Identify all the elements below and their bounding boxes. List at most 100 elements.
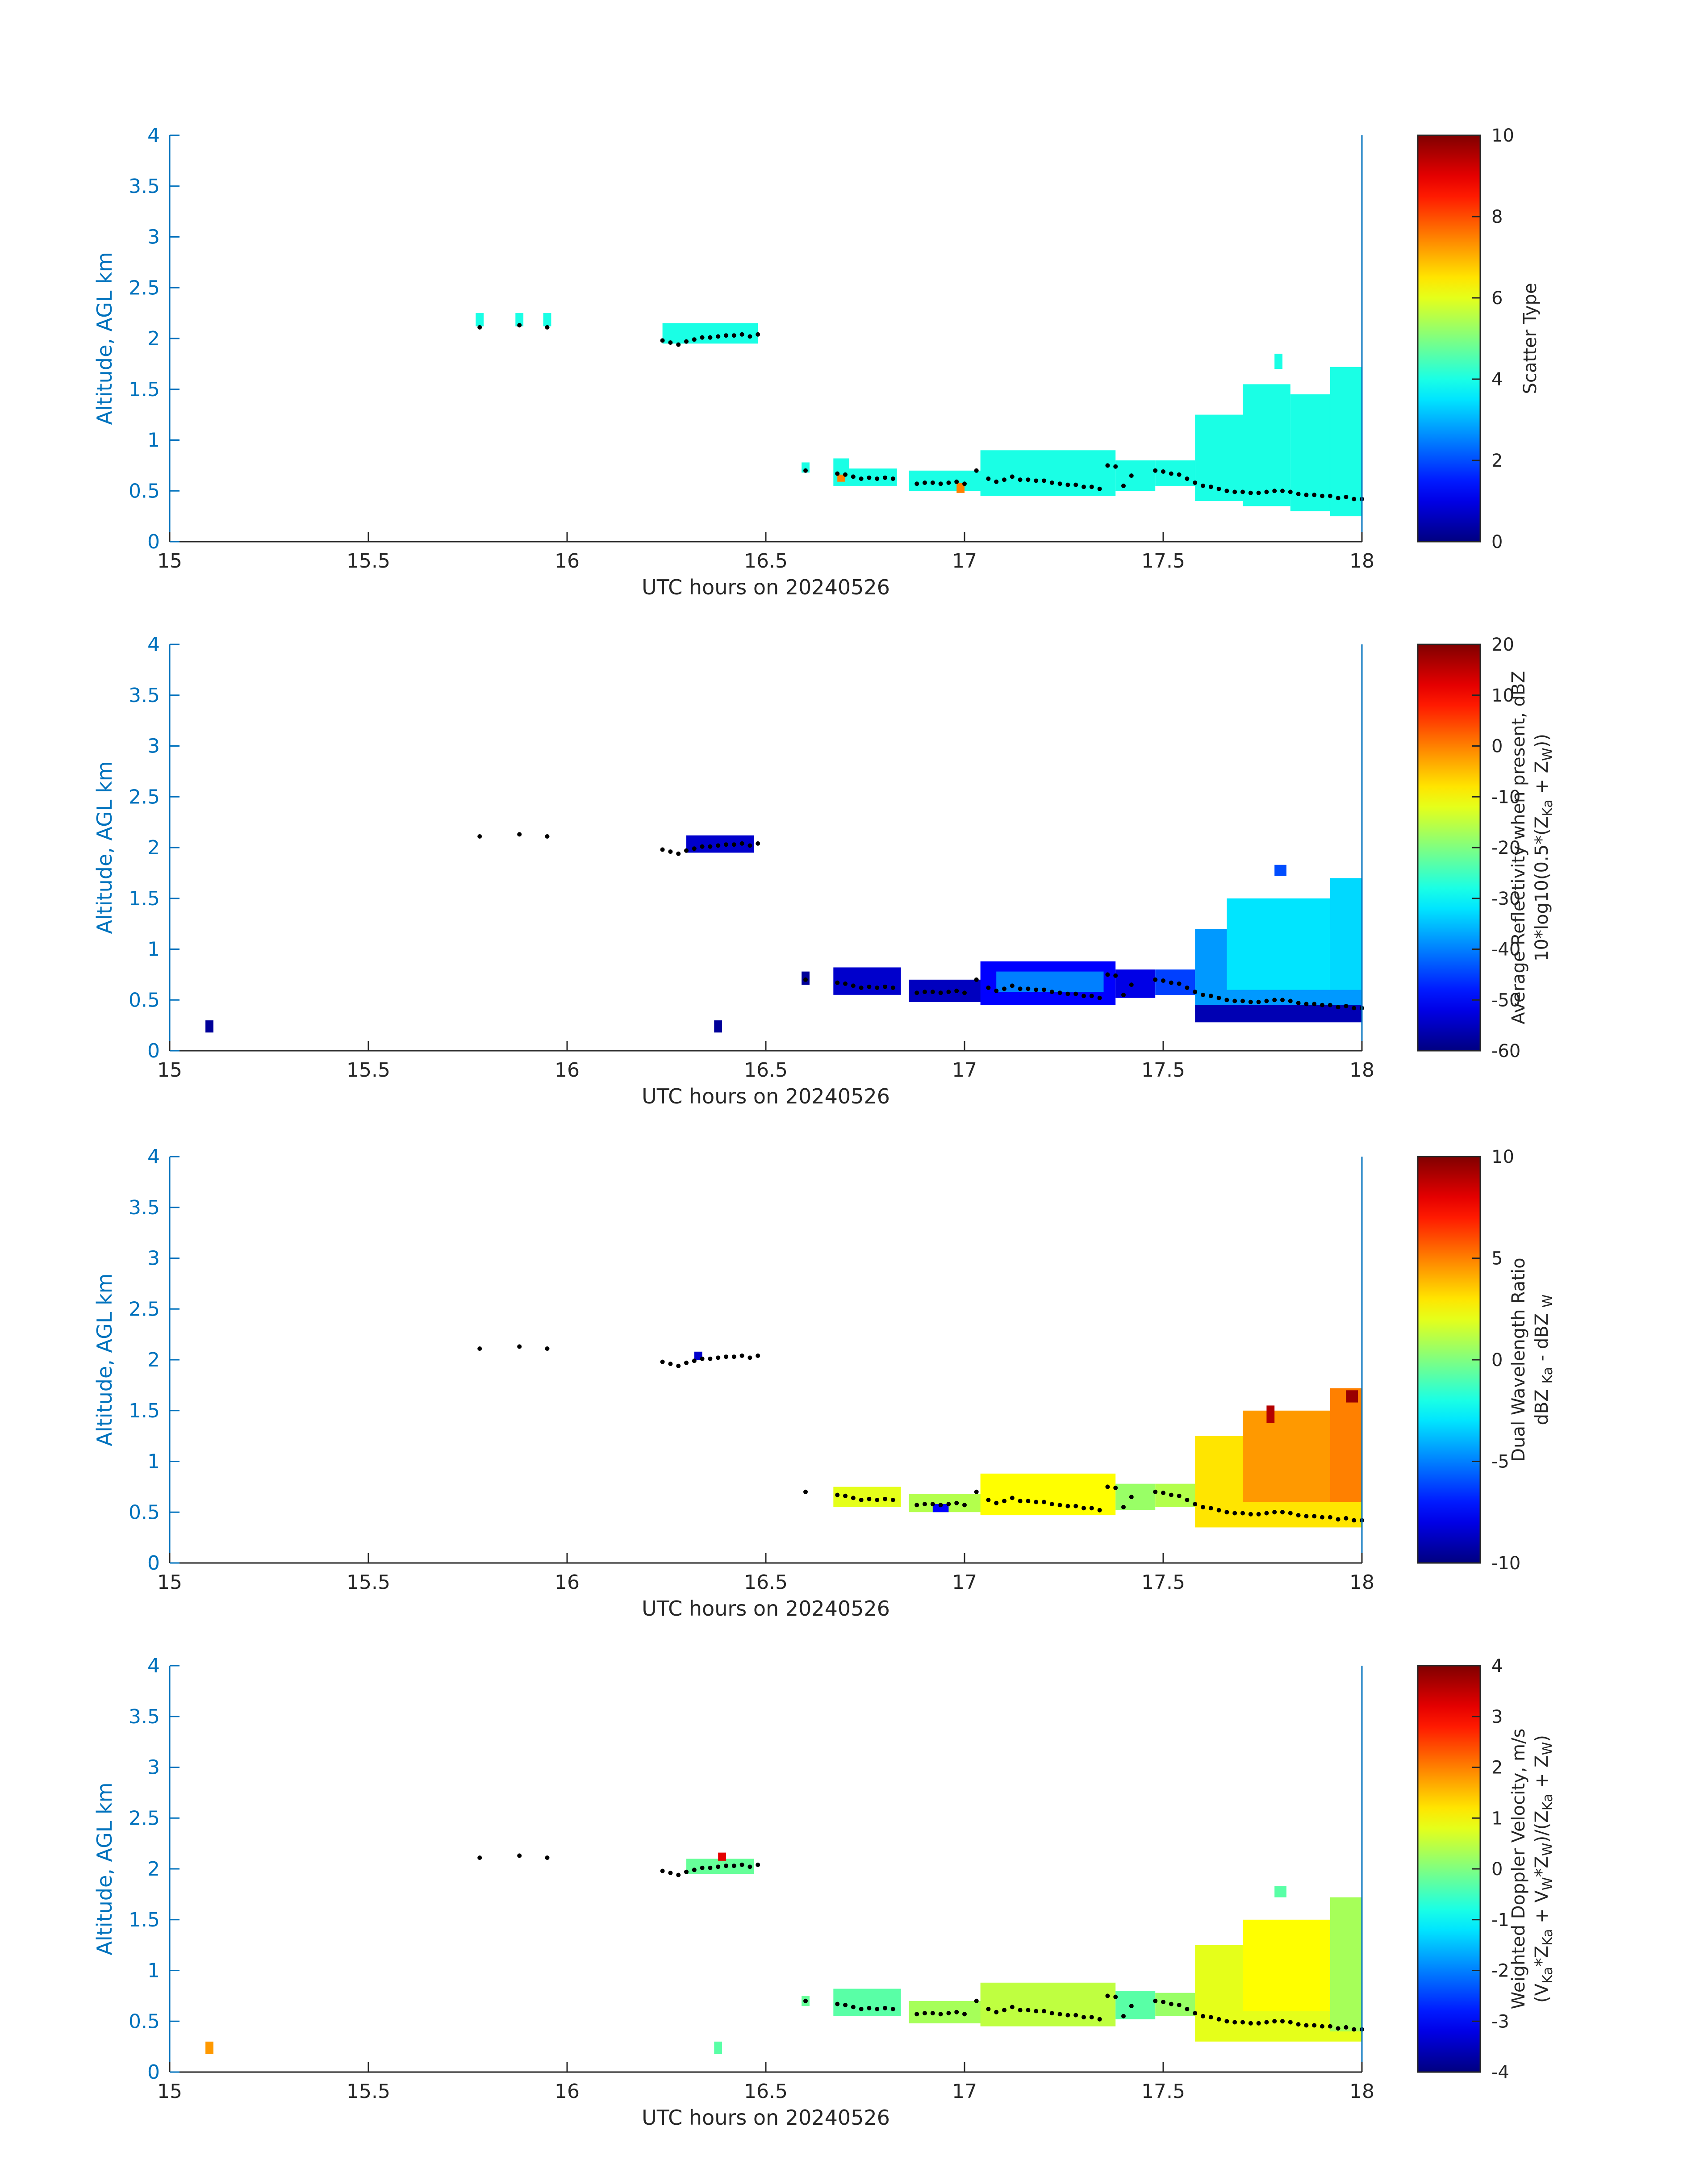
cloud-base-point xyxy=(1073,2013,1078,2018)
cloud-base-point xyxy=(1272,489,1277,493)
cloud-base-point xyxy=(739,1862,744,1867)
cloud-base-point xyxy=(938,2012,943,2017)
panel-dual-wavelength-ratio: 15 15.5 16 16.5 17 17.5 18 0 0.5 1 1.5 2 2.5 3 3.5 4 UTC… xyxy=(92,1145,1556,1621)
cloud-base-point xyxy=(1169,2002,1173,2006)
cloud-base-point xyxy=(1216,995,1221,1000)
cloud-base-point xyxy=(700,1356,705,1361)
heatmap-cell xyxy=(1346,1390,1358,1403)
cloud-base-point xyxy=(974,977,979,982)
colorbar-tick-label: 4 xyxy=(1491,369,1503,390)
heatmap-cell xyxy=(1330,878,1362,990)
y-tick-label: 2.5 xyxy=(129,276,160,299)
cloud-base-point xyxy=(1193,2011,1198,2016)
cloud-base-point xyxy=(731,1354,736,1359)
cloud-base-point xyxy=(1352,1518,1357,1523)
cloud-base-point xyxy=(875,476,880,481)
cloud-base-point xyxy=(1018,986,1023,991)
cloud-base-point xyxy=(1264,2020,1269,2025)
cloud-base-point xyxy=(1240,1511,1245,1516)
cloud-base-point xyxy=(1344,494,1349,499)
cloud-base-point xyxy=(1049,481,1054,485)
heatmap-cell xyxy=(543,313,551,326)
cloud-base-point xyxy=(1240,999,1245,1003)
cloud-base-point xyxy=(708,335,713,340)
x-axis-label: UTC hours on 20240526 xyxy=(642,2106,890,2130)
cloud-base-point xyxy=(994,2010,999,2014)
cloud-base-point xyxy=(1193,1502,1198,1507)
heatmap-cell xyxy=(980,1982,1116,2027)
cloud-base-point xyxy=(930,990,935,994)
cloud-base-point xyxy=(1185,2006,1190,2011)
x-tick-label: 15.5 xyxy=(347,1059,390,1082)
cloud-base-point xyxy=(1042,987,1046,992)
y-tick-label: 2.5 xyxy=(129,1298,160,1320)
cloud-base-point xyxy=(1034,2009,1039,2014)
cloud-base-point xyxy=(756,1862,760,1867)
cloud-base-point xyxy=(731,842,736,847)
cloud-base-points xyxy=(477,323,1364,501)
cloud-base-point xyxy=(1049,1502,1054,1507)
heatmap-cells xyxy=(205,1852,1362,2054)
cloud-base-point xyxy=(890,476,895,481)
cloud-base-point xyxy=(1082,1506,1086,1511)
cloud-base-point xyxy=(883,984,887,989)
y-tick-label: 1.5 xyxy=(129,887,160,910)
heatmap-cell xyxy=(1155,1993,1195,2016)
cloud-base-point xyxy=(1097,2017,1102,2022)
cloud-base-point xyxy=(938,990,943,995)
cloud-base-point xyxy=(923,1502,927,1507)
cloud-base-point xyxy=(946,2011,951,2016)
cloud-base-point xyxy=(668,340,673,345)
y-tick-label: 0.5 xyxy=(129,1501,160,1524)
heatmap-cell xyxy=(1266,1405,1275,1423)
cloud-base-point xyxy=(1185,985,1190,990)
x-tick-label: 16 xyxy=(555,550,580,572)
cloud-base-point xyxy=(1248,999,1253,1004)
colorbar-tick-label: -40 xyxy=(1491,940,1520,960)
cloud-base-point xyxy=(803,468,808,473)
colorbar-tick-label: -20 xyxy=(1491,838,1520,858)
cloud-base-point xyxy=(1240,2020,1245,2025)
colorbar-label: dBZ Ka - dBZ W xyxy=(1532,1295,1556,1425)
y-tick-label: 0.5 xyxy=(129,989,160,1011)
cloud-base-points xyxy=(477,832,1364,1011)
cloud-base-point xyxy=(684,848,689,853)
x-tick-label: 18 xyxy=(1349,1059,1374,1082)
cloud-base-point xyxy=(974,1489,979,1494)
cloud-base-point xyxy=(835,2002,840,2006)
cloud-base-point xyxy=(1065,1504,1070,1508)
cloud-base-point xyxy=(1201,483,1205,488)
colorbar-tick-label: -10 xyxy=(1491,787,1520,807)
cloud-base-point xyxy=(1169,980,1173,985)
cloud-base-point xyxy=(890,2006,895,2011)
cloud-base-point xyxy=(1105,972,1110,977)
cloud-base-point xyxy=(1057,990,1062,995)
colorbar-tick-label: -50 xyxy=(1491,990,1520,1011)
y-tick-label: 3 xyxy=(147,1756,160,1779)
y-tick-label: 3 xyxy=(147,226,160,249)
heatmap-cell xyxy=(833,1989,901,2016)
colorbar-tick-label: 4 xyxy=(1491,1656,1503,1676)
colorbar-tick-label: -3 xyxy=(1491,2011,1509,2032)
cloud-base-point xyxy=(676,342,681,347)
cloud-base-point xyxy=(724,1864,728,1868)
cloud-base-point xyxy=(700,335,705,340)
cloud-base-point xyxy=(1216,486,1221,491)
cloud-base-point xyxy=(954,988,959,993)
heatmap-cell xyxy=(932,1504,949,1513)
y-tick-label: 0.5 xyxy=(129,2010,160,2033)
cloud-base-point xyxy=(1328,493,1332,498)
cloud-base-point xyxy=(859,2006,864,2011)
x-tick-label: 17 xyxy=(952,550,977,572)
cloud-base-point xyxy=(1153,468,1158,473)
cloud-base-point xyxy=(1216,1508,1221,1513)
x-tick-label: 18 xyxy=(1349,2080,1374,2103)
cloud-base-point xyxy=(1272,998,1277,1003)
y-tick-label: 2.5 xyxy=(129,1807,160,1830)
colorbar-tick-label: -4 xyxy=(1491,2062,1509,2083)
y-tick-label: 3.5 xyxy=(129,175,160,198)
x-tick-label: 16 xyxy=(555,2080,580,2103)
cloud-base-point xyxy=(1034,478,1039,483)
cloud-base-point xyxy=(890,1497,895,1502)
cloud-base-point xyxy=(1280,489,1285,493)
